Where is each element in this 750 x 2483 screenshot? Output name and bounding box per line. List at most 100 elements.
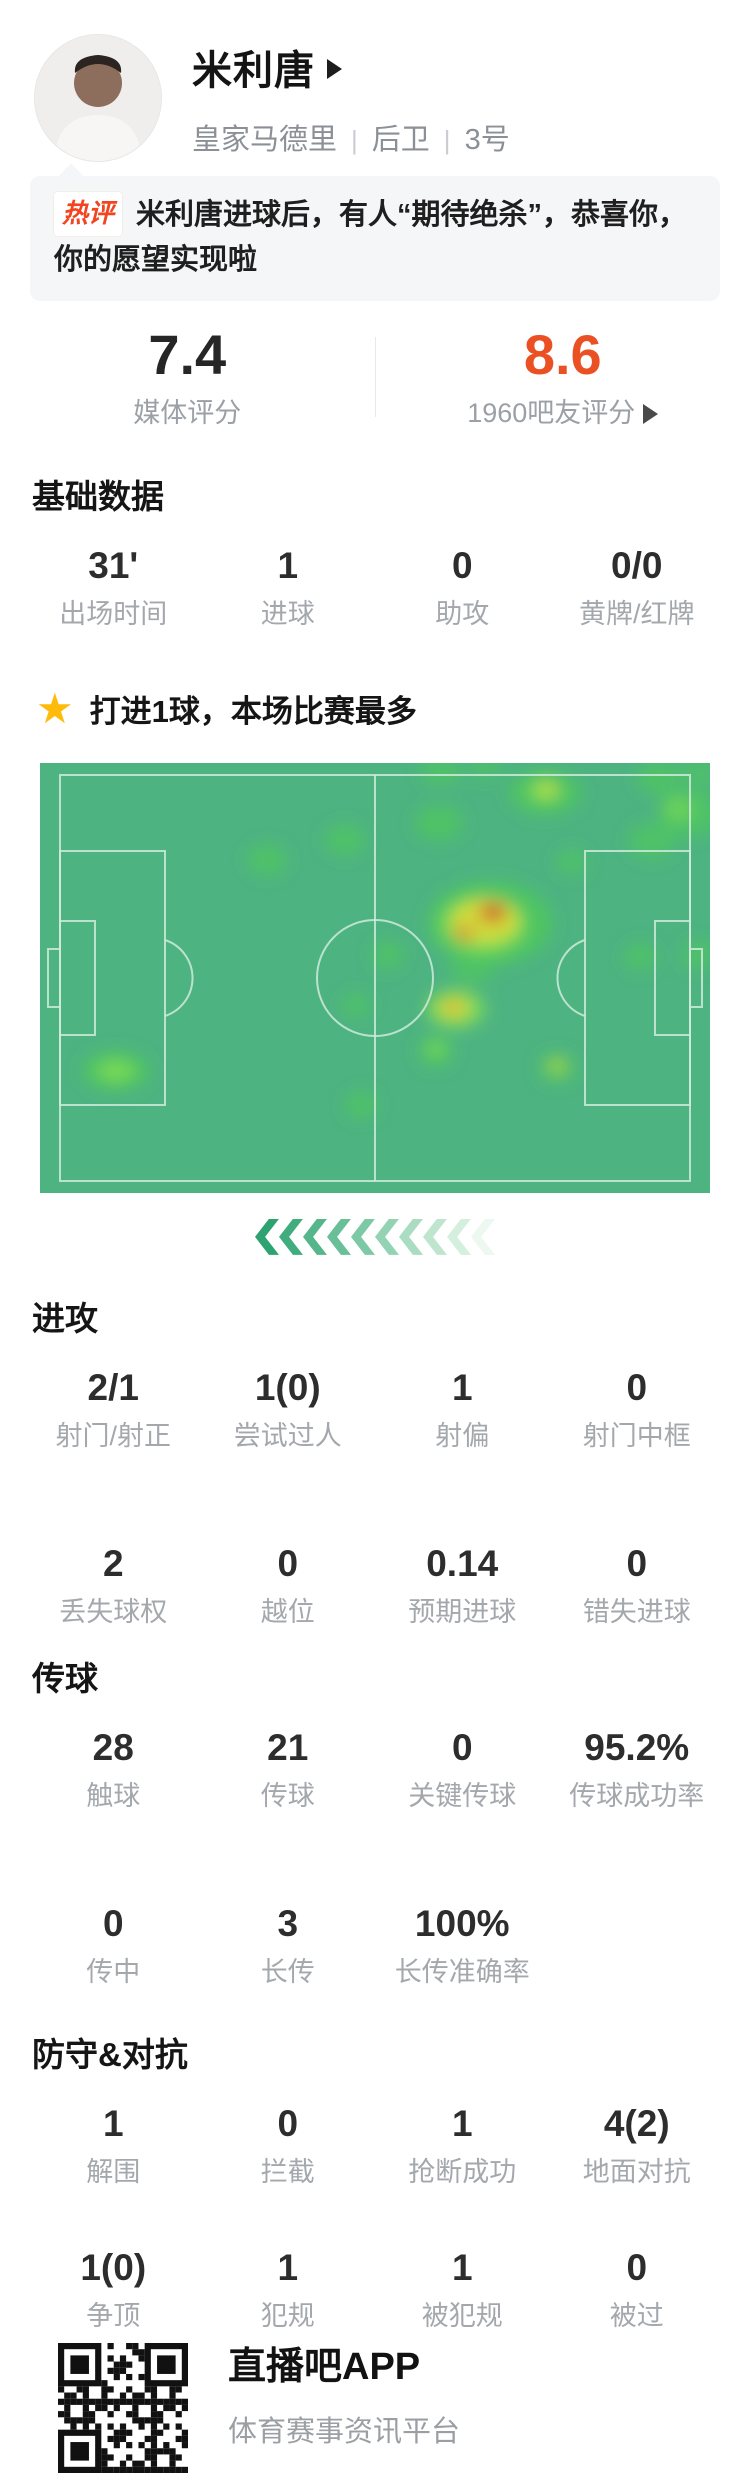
stat-cell: 21 传球 <box>201 1725 376 1813</box>
stat-cell: 0/0 黄牌/红牌 <box>550 543 725 631</box>
stat-label: 射门中框 <box>582 1420 691 1451</box>
highlight-text: 打进1球，本场比赛最多 <box>89 694 417 730</box>
stat-cell: 1 进球 <box>201 543 376 631</box>
stat-value: 0 <box>277 2102 299 2144</box>
stat-value: 4(2) <box>603 2102 670 2144</box>
section-passing-title: 传球 <box>32 1659 98 1697</box>
chevron-left-icon <box>375 1218 399 1255</box>
stat-label: 争顶 <box>86 2300 141 2331</box>
player-name: 米利唐 <box>192 49 315 93</box>
stat-value: 0/0 <box>611 544 663 586</box>
stat-value: 1 <box>102 2102 124 2144</box>
media-rating-value: 7.4 <box>148 322 227 386</box>
star-icon: ★ <box>36 684 74 732</box>
qr-code <box>58 2342 188 2473</box>
avatar-silhouette <box>35 35 161 161</box>
stat-value: 1 <box>451 2102 473 2144</box>
stat-value: 1 <box>277 2246 299 2288</box>
stat-cell: 0 越位 <box>201 1541 376 1629</box>
attack-direction-chevrons <box>0 1218 750 1255</box>
stat-label: 射偏 <box>435 1420 490 1451</box>
app-tagline: 体育赛事资讯平台 <box>228 2415 461 2448</box>
section-defense-title: 防守&对抗 <box>32 2035 188 2073</box>
stat-value: 2/1 <box>87 1366 139 1408</box>
passing-stats-row-2: 0 传中 3 长传 100% 长传准确率 <box>0 1901 750 1989</box>
section-basic: 基础数据 31' 出场时间 1 进球 0 助攻 0/0 黄牌/红牌 <box>0 475 750 631</box>
stat-cell: 1 射偏 <box>375 1365 550 1453</box>
stat-cell: 0 关键传球 <box>375 1725 550 1813</box>
stat-cell: 31' 出场时间 <box>26 543 201 631</box>
stat-cell: 4(2) 地面对抗 <box>550 2101 725 2189</box>
defense-stats-row-1: 1 解围 0 拦截 1 抢断成功 4(2) 地面对抗 <box>0 2101 750 2189</box>
stat-cell: 3 长传 <box>201 1901 376 1989</box>
basic-stats-row: 31' 出场时间 1 进球 0 助攻 0/0 黄牌/红牌 <box>0 543 750 631</box>
ratings-divider <box>374 336 376 417</box>
stat-cell: 95.2% 传球成功率 <box>550 1725 725 1813</box>
stat-label: 预期进球 <box>408 1596 517 1627</box>
stat-value: 1 <box>277 544 299 586</box>
stat-value: 28 <box>92 1726 134 1768</box>
pitch-lines <box>47 773 703 1182</box>
stat-cell: 1 被犯规 <box>375 2245 550 2333</box>
chevron-left-icon <box>471 1218 495 1255</box>
stat-cell: 2 丢失球权 <box>26 1541 201 1629</box>
stat-cell: 0.14 预期进球 <box>375 1541 550 1629</box>
stat-value: 0 <box>626 1542 648 1584</box>
section-attack: 进攻 2/1 射门/射正 1(0) 尝试过人 1 射偏 0 射门中框 2 丢失球权 0 越位 0.14… <box>0 1297 750 1629</box>
stat-cell <box>550 1901 725 1989</box>
stat-value: 95.2% <box>584 1726 690 1768</box>
section-defense: 防守&对抗 1 解围 0 拦截 1 抢断成功 4(2) 地面对抗 1(0) 争顶 1 犯规 1 被犯规 0… <box>0 2033 750 2333</box>
stat-value: 100% <box>414 1902 510 1944</box>
fans-rating-label: 1960吧友评分 <box>376 397 750 429</box>
stat-label: 被犯规 <box>421 2300 503 2331</box>
app-footer: 直播吧APP 体育赛事资讯平台 <box>58 2342 750 2473</box>
stat-cell: 0 错失进球 <box>550 1541 725 1629</box>
arrow-right-icon <box>643 403 659 424</box>
stat-cell: 1(0) 争顶 <box>26 2245 201 2333</box>
stat-label: 传球成功率 <box>569 1780 705 1811</box>
chevron-left-icon <box>423 1218 447 1255</box>
chevron-left-icon <box>327 1218 351 1255</box>
stat-cell: 0 被过 <box>550 2245 725 2333</box>
player-avatar <box>34 34 162 162</box>
fans-rating-link[interactable]: 8.6 1960吧友评分 <box>376 322 750 429</box>
defense-stats-row-2: 1(0) 争顶 1 犯规 1 被犯规 0 被过 <box>0 2245 750 2333</box>
stat-label: 助攻 <box>435 598 490 629</box>
stat-label: 射门/射正 <box>55 1420 171 1451</box>
stat-cell: 100% 长传准确率 <box>375 1901 550 1989</box>
stat-value: 3 <box>277 1902 299 1944</box>
stat-cell: 0 助攻 <box>375 543 550 631</box>
heatmap-blobs <box>82 754 718 1119</box>
stat-label: 越位 <box>260 1596 315 1627</box>
stat-cell: 1 抢断成功 <box>375 2101 550 2189</box>
ratings-panel: 7.4 媒体评分 8.6 1960吧友评分 <box>0 322 750 429</box>
chevron-left-icon <box>351 1218 375 1255</box>
stat-cell: 1 解围 <box>26 2101 201 2189</box>
stat-cell: 0 射门中框 <box>550 1365 725 1453</box>
section-attack-title: 进攻 <box>32 1299 98 1337</box>
player-position: 后卫 <box>371 124 430 156</box>
hot-comment-bubble[interactable]: 热评 米利唐进球后，有人“期待绝杀”，恭喜你，你的愿望实现啦 <box>30 163 720 301</box>
stat-cell: 0 传中 <box>26 1901 201 1989</box>
chevron-left-icon <box>279 1218 303 1255</box>
hot-comment-text: 米利唐进球后，有人“期待绝杀”，恭喜你，你的愿望实现啦 <box>54 199 688 276</box>
stat-value: 0 <box>451 1726 473 1768</box>
stat-value: 21 <box>267 1726 309 1768</box>
fans-rating-label-text: 1960吧友评分 <box>467 397 636 428</box>
stat-label: 传球 <box>260 1780 315 1811</box>
player-number: 3号 <box>464 124 510 156</box>
stat-value: 1(0) <box>80 2246 147 2288</box>
fans-rating-value: 8.6 <box>523 322 602 386</box>
chevron-right-icon <box>327 59 342 79</box>
stat-label: 丢失球权 <box>59 1596 168 1627</box>
player-name-link[interactable]: 米利唐 <box>192 38 510 96</box>
attack-stats-row-2: 2 丢失球权 0 越位 0.14 预期进球 0 错失进球 <box>0 1541 750 1629</box>
stat-cell: 2/1 射门/射正 <box>26 1365 201 1453</box>
stat-label: 黄牌/红牌 <box>578 598 695 629</box>
passing-stats-row-1: 28 触球 21 传球 0 关键传球 95.2% 传球成功率 <box>0 1725 750 1813</box>
stat-label: 长传 <box>260 1956 315 1987</box>
attack-stats-row-1: 2/1 射门/射正 1(0) 尝试过人 1 射偏 0 射门中框 <box>0 1365 750 1453</box>
stat-label: 被过 <box>609 2300 664 2331</box>
stat-cell: 28 触球 <box>26 1725 201 1813</box>
stat-label: 出场时间 <box>59 598 168 629</box>
